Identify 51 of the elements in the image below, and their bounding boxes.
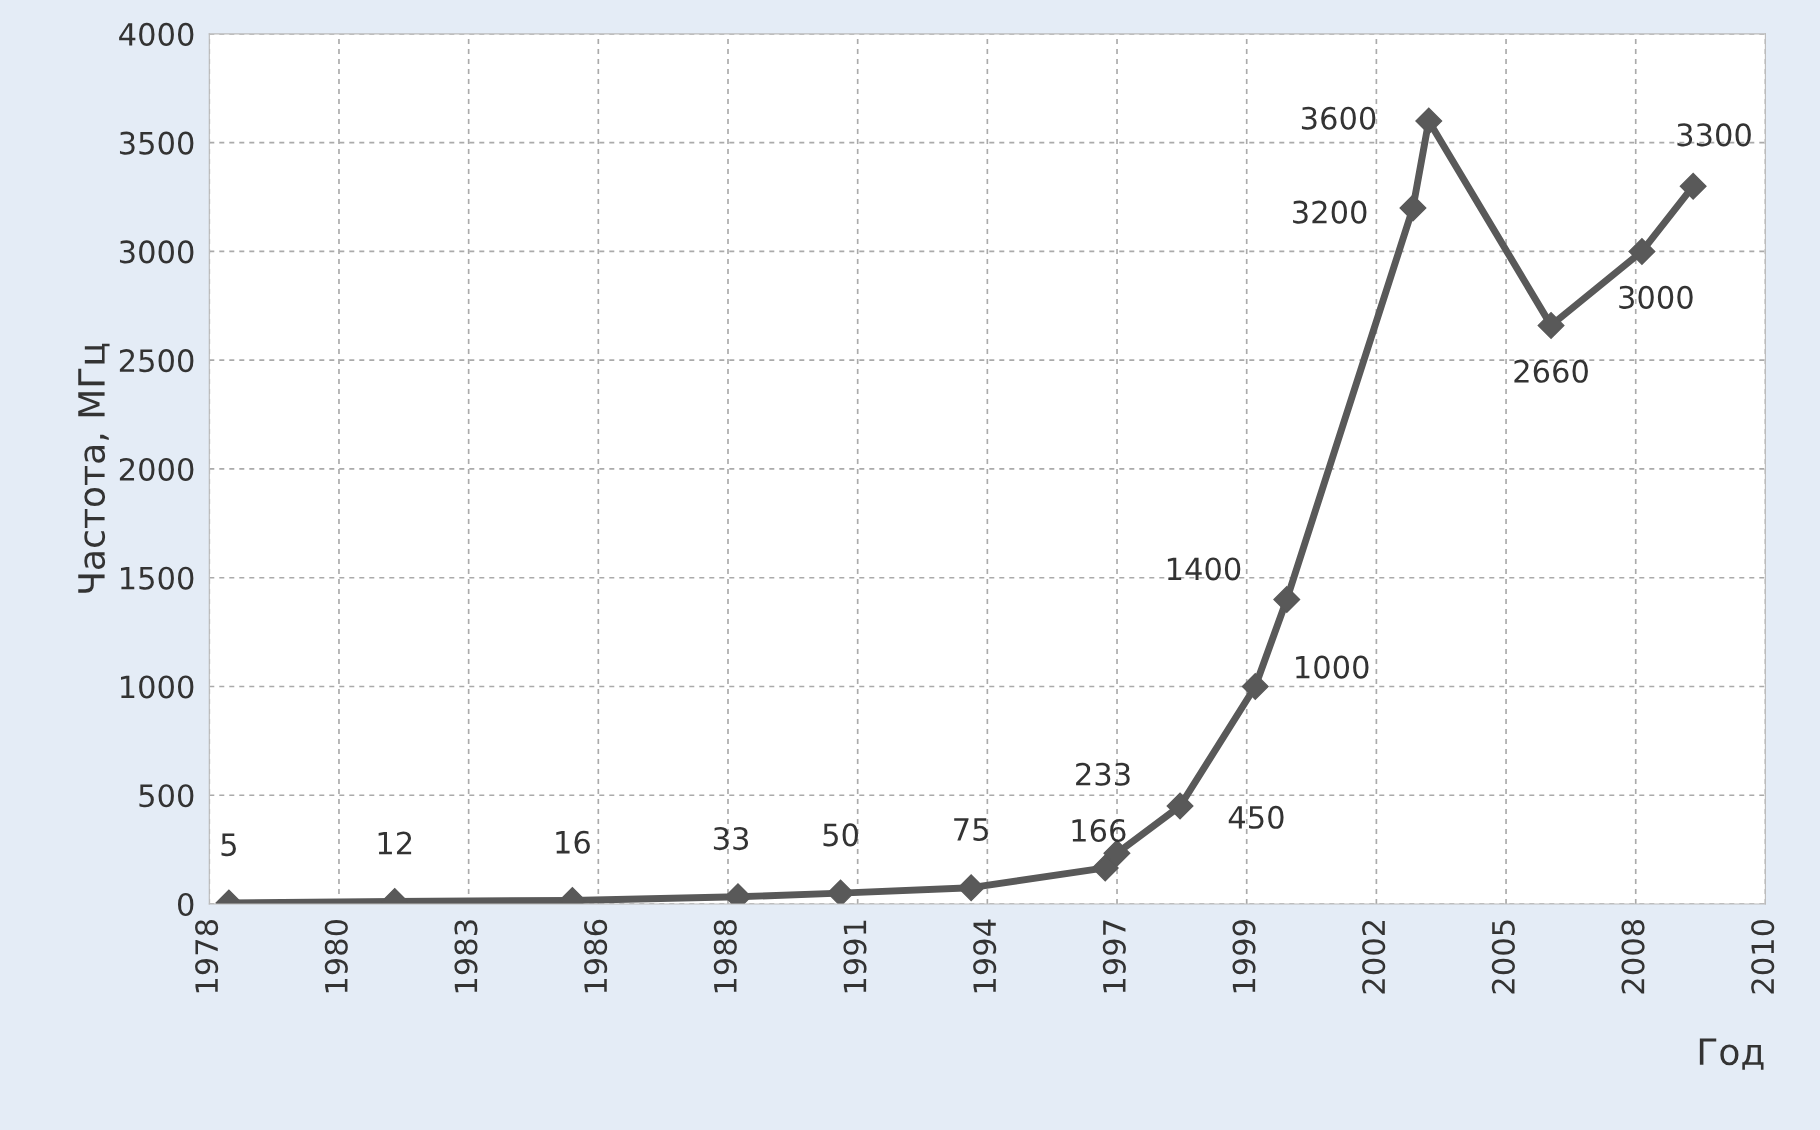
point	[1273, 586, 1301, 613]
point	[827, 879, 855, 904]
data-label: 3300	[1677, 123, 1751, 147]
data-label: 1400	[1167, 557, 1241, 581]
point	[1399, 194, 1427, 222]
y-tick-label: 3500	[119, 131, 194, 155]
data-label: 5	[221, 833, 236, 857]
x-tick-label: 1999	[1232, 920, 1256, 993]
y-tick-label: 0	[177, 892, 194, 917]
point	[1166, 792, 1194, 820]
data-label: 450	[1228, 805, 1284, 829]
y-tick-label: 1000	[121, 675, 194, 699]
point	[1628, 237, 1656, 265]
data-label: 1000	[1296, 655, 1369, 679]
y-tick-label: 2500	[119, 349, 194, 373]
point	[1537, 311, 1565, 339]
point	[1091, 854, 1119, 882]
y-tick-label: 3000	[119, 240, 194, 264]
data-label: 3200	[1293, 200, 1367, 224]
x-tick-label: 2008	[1621, 919, 1645, 994]
x-tick-label: 2005	[1491, 920, 1515, 994]
y-tick-label: 2000	[119, 457, 194, 481]
y-tick-label: 1500	[121, 566, 194, 590]
x-tick-label: 1980	[324, 919, 348, 993]
data-label: 33	[713, 827, 749, 851]
x-tick-label: 1986	[584, 919, 608, 993]
point	[957, 874, 985, 902]
point	[1241, 673, 1269, 700]
x-tick-label: 1978	[195, 919, 219, 993]
data-label: 3600	[1301, 106, 1376, 130]
y-tick-label: 4000	[119, 22, 194, 46]
data-label: 3000	[1619, 285, 1693, 309]
data-label: 2660	[1514, 359, 1588, 383]
x-tick-label: 1994	[973, 919, 997, 993]
x-tick-label: 1997	[1102, 920, 1126, 993]
x-tick-label: 1983	[454, 920, 478, 993]
x-tick-label: 2010	[1751, 919, 1775, 994]
x-axis-title: Год	[1699, 1038, 1764, 1070]
point	[1679, 172, 1707, 200]
data-label: 233	[1076, 762, 1130, 786]
y-axis-title: Частота, МГц	[78, 343, 110, 593]
point	[1415, 107, 1443, 135]
x-tick-label: 1991	[843, 920, 867, 993]
x-tick-label: 1988	[713, 919, 737, 993]
data-label: 50	[823, 823, 858, 847]
data-label: 16	[556, 830, 590, 854]
data-label: 12	[378, 831, 412, 855]
y-tick-label: 500	[139, 784, 194, 808]
data-label: 75	[954, 818, 988, 841]
x-tick-label: 2002	[1362, 920, 1386, 994]
data-label: 166	[1072, 818, 1126, 843]
